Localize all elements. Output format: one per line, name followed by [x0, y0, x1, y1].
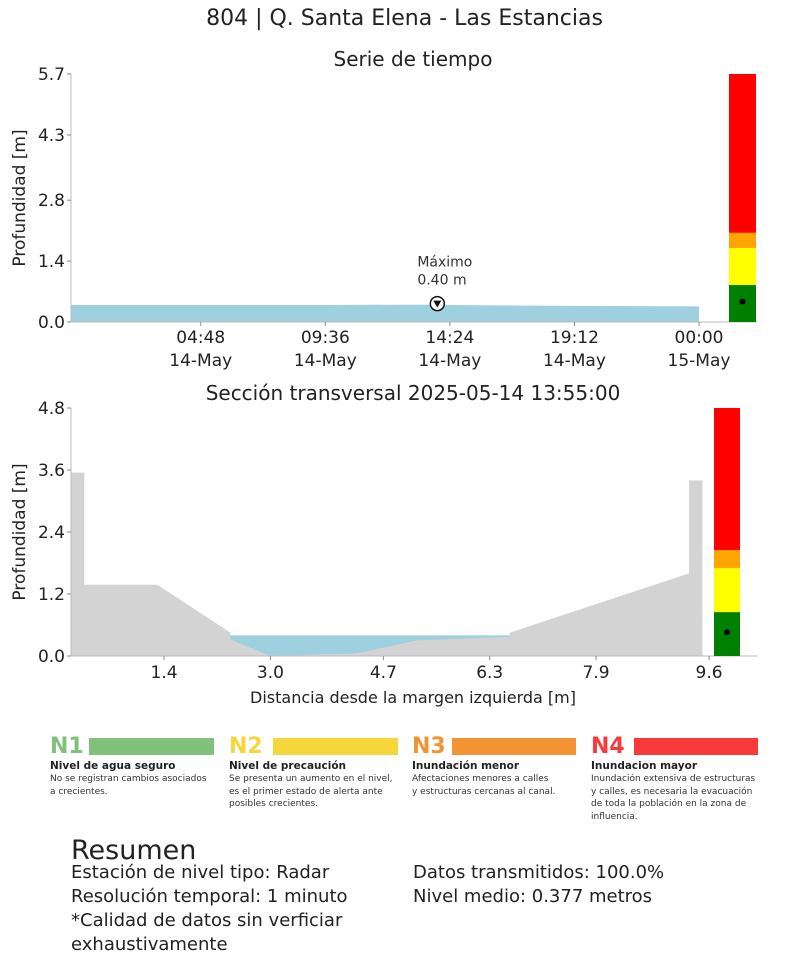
- timeseries-title: Serie de tiempo: [334, 47, 493, 71]
- legend-name-n3: Inundación menor: [412, 760, 520, 772]
- legend-desc-n3: Afectaciones menores a calles y estructur…: [412, 774, 556, 797]
- summary-data-transmitted: Datos transmitidos: 100.0%: [413, 862, 665, 883]
- legend-code-n3: N3: [412, 734, 446, 759]
- timeseries-y-label: Profundidad [m]: [10, 129, 30, 266]
- alert-band-2: [714, 568, 740, 613]
- timeseries-y-tick-label: 5.7: [38, 65, 65, 85]
- current-level-marker: [739, 298, 746, 305]
- legend-bar-n4: [634, 738, 758, 755]
- summary-time-resolution: Resolución temporal: 1 minuto: [71, 886, 348, 907]
- max-annotation-label: Máximo: [417, 255, 472, 271]
- current-level-marker: [724, 629, 730, 636]
- timeseries-chart: Serie de tiempo Profundidad [m] 0.0 1.4 2.8 4…: [10, 47, 757, 371]
- alert-band-4: [714, 408, 740, 551]
- legend-level-n1: N1 Nivel de agua seguro No se registran …: [50, 734, 215, 797]
- legend-bar-n1: [89, 738, 214, 755]
- timeseries-x-tick-date: 15-May: [668, 351, 731, 371]
- depth-series-area: [71, 304, 699, 322]
- legend-desc-n4: Inundación extensiva de estructuras y cal…: [591, 774, 756, 822]
- timeseries-x-tick-label: 09:36: [301, 328, 350, 348]
- legend-level-n3: N3 Inundación menor Afectaciones menores…: [412, 734, 577, 797]
- legend-bar-n3: [452, 738, 576, 755]
- legend-level-n2: N2 Nivel de precaución Se presenta un au…: [229, 734, 399, 809]
- cross-section-x-tick-label: 4.7: [370, 663, 397, 683]
- cross-section-y-tick-label: 4.8: [38, 399, 65, 419]
- cross-section-chart: Sección transversal 2025-05-14 13:55:00 P…: [10, 381, 757, 707]
- cross-section-x-tick-label: 7.9: [583, 663, 610, 683]
- legend-name-n4: Inundacion mayor: [591, 760, 698, 772]
- timeseries-x-tick-date: 14-May: [294, 351, 357, 371]
- timeseries-y-tick-label: 0.0: [38, 313, 65, 333]
- alert-band-3: [729, 232, 756, 249]
- legend-bar-n2: [273, 738, 398, 755]
- legend-desc-n1: No se registran cambios asociados a creci…: [50, 774, 207, 797]
- timeseries-x-tick-label: 04:48: [176, 328, 225, 348]
- summary-right-column: Datos transmitidos: 100.0% Nivel medio: …: [413, 861, 733, 909]
- summary-quality-note: *Calidad de datos sin verficiar: [71, 910, 343, 931]
- timeseries-y-tick-label: 2.8: [38, 191, 65, 211]
- cross-section-x-tick-label: 3.0: [257, 663, 284, 683]
- legend-code-n2: N2: [229, 734, 263, 759]
- max-marker-triangle: [433, 300, 442, 308]
- timeseries-x-tick-date: 14-May: [169, 351, 232, 371]
- summary-left-column: Estación de nivel tipo: Radar Resolución…: [71, 861, 391, 957]
- timeseries-x-tick-label: 14:24: [425, 328, 474, 348]
- legend-name-n2: Nivel de precaución: [229, 760, 347, 772]
- timeseries-x-tick-date: 14-May: [543, 351, 606, 371]
- alert-band-3: [714, 550, 740, 569]
- cross-section-x-tick-label: 1.4: [151, 663, 178, 683]
- timeseries-y-tick-label: 4.3: [38, 126, 65, 146]
- legend-code-n1: N1: [50, 734, 84, 759]
- legend-desc-n2: Se presenta un aumento en el nivel, es el…: [229, 774, 393, 809]
- cross-section-y-tick-label: 2.4: [38, 523, 65, 543]
- alert-band-4: [729, 74, 756, 233]
- legend-code-n4: N4: [591, 734, 625, 759]
- cross-section-x-tick-label: 6.3: [476, 663, 503, 683]
- timeseries-x-tick-label: 00:00: [675, 328, 724, 348]
- cross-section-y-tick-label: 3.6: [38, 461, 65, 481]
- max-annotation-value: 0.40 m: [417, 273, 466, 289]
- main-title: 804 | Q. Santa Elena - Las Estancias: [206, 6, 603, 31]
- cross-section-x-tick-label: 9.6: [696, 663, 723, 683]
- alert-band-2: [729, 248, 756, 286]
- cross-section-y-tick-label: 0.0: [38, 647, 65, 667]
- timeseries-x-tick-label: 19:12: [550, 328, 599, 348]
- timeseries-x-tick-date: 14-May: [418, 351, 481, 371]
- summary-section: Resumen Estación de nivel tipo: Radar Re…: [71, 835, 771, 955]
- cross-section-title: Sección transversal 2025-05-14 13:55:00: [206, 381, 621, 405]
- timeseries-y-tick-label: 1.4: [38, 252, 65, 272]
- cross-section-y-label: Profundidad [m]: [10, 463, 30, 600]
- alert-levels-legend: N1 Nivel de agua seguro No se registran …: [50, 735, 760, 835]
- cross-section-y-tick-label: 1.2: [38, 585, 65, 605]
- summary-quality-note-cont: exhaustivamente: [71, 934, 228, 955]
- summary-station-type: Estación de nivel tipo: Radar: [71, 862, 330, 883]
- legend-level-n4: N4 Inundacion mayor Inundación extensiva…: [591, 734, 759, 822]
- legend-name-n1: Nivel de agua seguro: [50, 760, 176, 772]
- terrain-profile: [71, 472, 703, 656]
- summary-title: Resumen: [71, 835, 197, 866]
- summary-mean-level: Nivel medio: 0.377 metros: [413, 886, 653, 907]
- cross-section-x-label: Distancia desde la margen izquierda [m]: [250, 688, 576, 707]
